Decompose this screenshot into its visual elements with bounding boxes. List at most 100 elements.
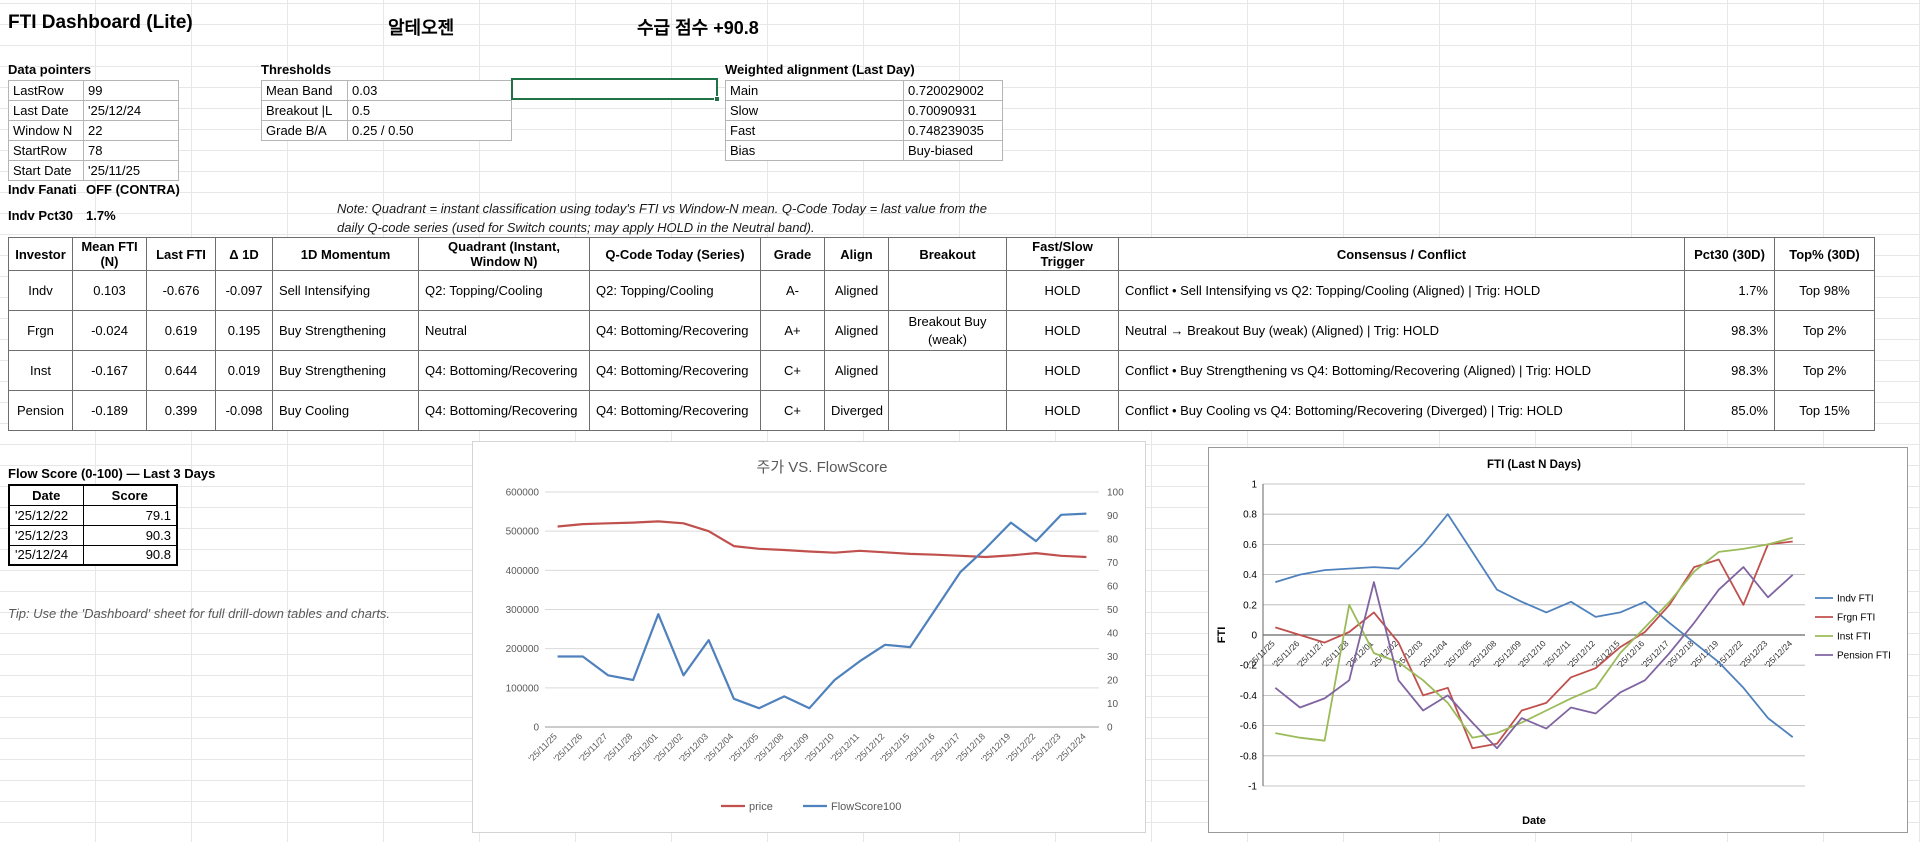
main-table-cell[interactable]: Inst xyxy=(8,350,73,392)
main-table-cell[interactable]: Conflict • Sell Intensifying vs Q2: Topp… xyxy=(1118,270,1685,311)
main-table-cell[interactable]: 0.619 xyxy=(146,309,216,352)
dp-table-label-3[interactable]: StartRow xyxy=(8,140,84,161)
main-table-header[interactable]: Q-Code Today (Series) xyxy=(589,237,761,271)
main-table-cell[interactable]: -0.167 xyxy=(72,350,147,392)
fill-handle[interactable] xyxy=(714,96,720,102)
main-table-cell[interactable]: 0.399 xyxy=(146,390,216,432)
main-table-header[interactable]: Mean FTI (N) xyxy=(72,237,147,271)
main-table-header[interactable]: Top% (30D) xyxy=(1774,237,1875,271)
main-table-cell[interactable]: -0.098 xyxy=(215,390,273,432)
th-table-label-0[interactable]: Mean Band xyxy=(261,80,348,101)
main-table-cell[interactable]: Aligned xyxy=(824,350,889,392)
dp-table-label-2[interactable]: Window N xyxy=(8,120,84,141)
thresholds-label[interactable]: Thresholds xyxy=(261,62,332,77)
main-table-cell[interactable]: Breakout Buy (weak) xyxy=(888,309,1007,352)
main-table-cell[interactable]: A- xyxy=(760,270,825,311)
main-table-cell[interactable]: Frgn xyxy=(8,309,73,352)
wa-table-label-1[interactable]: Slow xyxy=(725,100,904,121)
th-table-label-2[interactable]: Grade B/A xyxy=(261,120,348,141)
flow-score-cell[interactable]: 90.3 xyxy=(82,524,178,546)
main-table-cell[interactable]: HOLD xyxy=(1006,390,1119,432)
flow-score-cell[interactable]: 79.1 xyxy=(82,504,178,526)
main-table-cell[interactable]: Diverged xyxy=(824,390,889,432)
dp-table-label-1[interactable]: Last Date xyxy=(8,100,84,121)
main-table-cell[interactable]: Neutral → Breakout Buy (weak) (Aligned) … xyxy=(1118,309,1685,352)
main-table-cell[interactable]: A+ xyxy=(760,309,825,352)
wa-table-label-2[interactable]: Fast xyxy=(725,120,904,141)
main-table-header[interactable]: Consensus / Conflict xyxy=(1118,237,1685,271)
main-table-header[interactable]: Pct30 (30D) xyxy=(1684,237,1775,271)
main-table-cell[interactable]: Conflict • Buy Strengthening vs Q4: Bott… xyxy=(1118,350,1685,392)
main-table-cell[interactable]: Buy Strengthening xyxy=(272,350,419,392)
main-table-cell[interactable]: Top 15% xyxy=(1774,390,1875,432)
th-table-value-2[interactable]: 0.25 / 0.50 xyxy=(347,120,512,141)
main-table-cell[interactable]: Indv xyxy=(8,270,73,311)
main-table-cell[interactable]: C+ xyxy=(760,350,825,392)
main-table-header[interactable]: Grade xyxy=(760,237,825,271)
main-table-cell[interactable]: HOLD xyxy=(1006,270,1119,311)
main-table-cell[interactable]: Top 98% xyxy=(1774,270,1875,311)
main-table-header[interactable]: Last FTI xyxy=(146,237,216,271)
flow-score-cell[interactable]: 90.8 xyxy=(82,544,178,566)
main-table-cell[interactable]: HOLD xyxy=(1006,309,1119,352)
main-table-cell[interactable]: -0.097 xyxy=(215,270,273,311)
indv-pct30-row[interactable]: Indv Pct30 1.7% xyxy=(8,208,116,223)
main-table-cell[interactable]: Q4: Bottoming/Recovering xyxy=(589,350,761,392)
main-table-header[interactable]: Δ 1D xyxy=(215,237,273,271)
main-table-cell[interactable]: Q4: Bottoming/Recovering xyxy=(418,390,590,432)
wa-table-value-3[interactable]: Buy-biased xyxy=(903,140,1003,161)
dp-table-label-4[interactable]: Start Date xyxy=(8,160,84,181)
supply-demand-score-cell[interactable]: 수급 점수 +90.8 xyxy=(637,18,759,38)
flow-date-cell[interactable]: '25/12/22 xyxy=(8,504,84,526)
main-table-cell[interactable]: -0.676 xyxy=(146,270,216,311)
flow-score-label[interactable]: Flow Score (0-100) — Last 3 Days xyxy=(8,466,216,481)
main-table-header[interactable]: Align xyxy=(824,237,889,271)
price-flowscore-chart[interactable]: 주가 VS. FlowScore 0 100000 200000 300000 40000… xyxy=(472,441,1146,833)
dp-table-value-4[interactable]: '25/11/25 xyxy=(83,160,179,181)
weighted-alignment-label[interactable]: Weighted alignment (Last Day) xyxy=(725,62,915,77)
main-table-cell[interactable]: -0.024 xyxy=(72,309,147,352)
selected-cell[interactable] xyxy=(511,78,720,102)
page-title[interactable]: FTI Dashboard (Lite) xyxy=(8,12,193,33)
note-text[interactable]: Note: Quadrant = instant classification … xyxy=(337,201,988,235)
main-table-cell[interactable]: Q4: Bottoming/Recovering xyxy=(589,390,761,432)
main-table-cell[interactable]: Top 2% xyxy=(1774,309,1875,352)
wa-table-value-2[interactable]: 0.748239035 xyxy=(903,120,1003,141)
main-table-cell[interactable] xyxy=(888,390,1007,432)
flow-table-header[interactable]: Date xyxy=(8,484,84,506)
main-table-cell[interactable]: 85.0% xyxy=(1684,390,1775,432)
dp-table-value-0[interactable]: 99 xyxy=(83,80,179,101)
wa-table-label-0[interactable]: Main xyxy=(725,80,904,101)
data-pointers-label[interactable]: Data pointers xyxy=(8,62,92,77)
main-table-cell[interactable]: 0.644 xyxy=(146,350,216,392)
main-table-cell[interactable]: Neutral xyxy=(418,309,590,352)
main-table-header[interactable]: 1D Momentum xyxy=(272,237,419,271)
th-table-value-1[interactable]: 0.5 xyxy=(347,100,512,121)
flow-date-cell[interactable]: '25/12/24 xyxy=(8,544,84,566)
main-table-cell[interactable]: Buy Cooling xyxy=(272,390,419,432)
main-table-header[interactable]: Fast/Slow Trigger xyxy=(1006,237,1119,271)
main-table-cell[interactable]: Conflict • Buy Cooling vs Q4: Bottoming/… xyxy=(1118,390,1685,432)
tip-text[interactable]: Tip: Use the 'Dashboard' sheet for full … xyxy=(8,606,391,621)
main-table-header[interactable]: Investor xyxy=(8,237,73,271)
main-table-header[interactable]: Quadrant (Instant, Window N) xyxy=(418,237,590,271)
main-table-cell[interactable]: Q2: Topping/Cooling xyxy=(418,270,590,311)
main-table-cell[interactable]: 0.195 xyxy=(215,309,273,352)
dp-table-value-1[interactable]: '25/12/24 xyxy=(83,100,179,121)
wa-table-value-0[interactable]: 0.720029002 xyxy=(903,80,1003,101)
main-table-cell[interactable]: Top 2% xyxy=(1774,350,1875,392)
main-table-cell[interactable]: 1.7% xyxy=(1684,270,1775,311)
stock-name-cell[interactable]: 알테오젠 xyxy=(388,18,455,38)
wa-table-label-3[interactable]: Bias xyxy=(725,140,904,161)
dp-table-label-0[interactable]: LastRow xyxy=(8,80,84,101)
main-table-cell[interactable] xyxy=(888,270,1007,311)
main-table-header[interactable]: Breakout xyxy=(888,237,1007,271)
main-table-cell[interactable]: -0.189 xyxy=(72,390,147,432)
wa-table-value-1[interactable]: 0.70090931 xyxy=(903,100,1003,121)
main-table-cell[interactable]: C+ xyxy=(760,390,825,432)
main-table-cell[interactable]: Buy Strengthening xyxy=(272,309,419,352)
main-table-cell[interactable]: Q2: Topping/Cooling xyxy=(589,270,761,311)
main-table-cell[interactable]: Q4: Bottoming/Recovering xyxy=(418,350,590,392)
main-table-cell[interactable]: Sell Intensifying xyxy=(272,270,419,311)
main-table-cell[interactable]: 98.3% xyxy=(1684,350,1775,392)
